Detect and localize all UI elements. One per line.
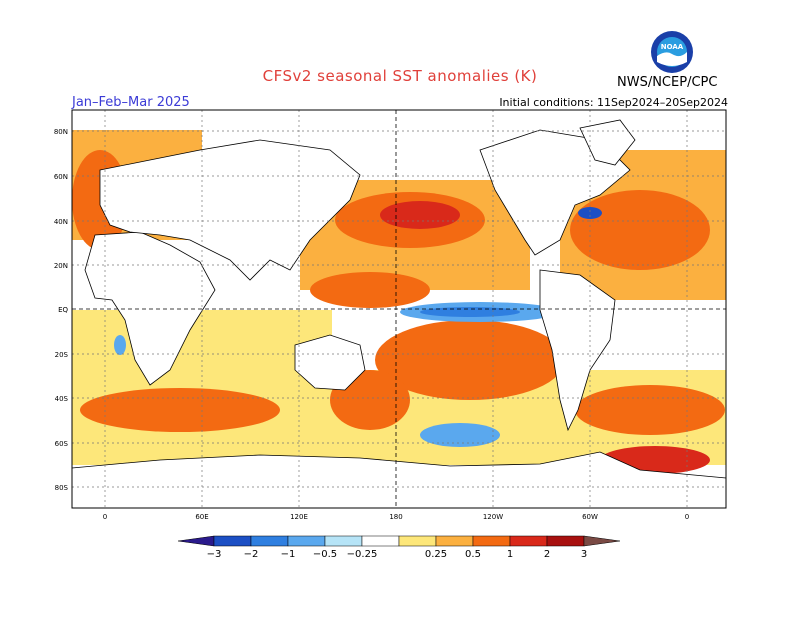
lat-label-80s: 80S [55,484,69,492]
agulhas-cold [114,335,126,355]
reference-lines [72,110,726,508]
agency-label: NWS/NCEP/CPC [617,75,718,90]
colorbar-label: 0.5 [465,549,481,560]
coastlines [72,119,726,508]
west-pacific-warm [310,272,430,308]
colorbar-bin [398,535,437,547]
equatorial-pacific-colder [420,307,520,317]
map-frame [71,109,727,509]
lon-label-0-east: 0 [685,513,689,521]
lat-label-40n: 40N [54,218,68,226]
north-pacific-hot [380,201,460,229]
anomaly-field [72,130,726,474]
africa-landmass [84,231,216,386]
initial-conditions: Initial conditions: 11Sep2024–20Sep2024 [499,96,728,109]
lon-axis: 0 60E 120E 180 120W 60W 0 [103,513,689,521]
lat-axis: 80N 60N 40N 20N EQ 20S 40S 60S 80S [54,128,69,492]
colorbar-bin [435,535,474,547]
map-title: CFSv2 seasonal SST anomalies (K) [262,67,538,85]
colorbar-label: −1 [281,549,296,560]
south-atlantic-warm [575,385,725,435]
south-america-landmass [539,269,616,432]
colorbar-bin [287,535,326,547]
colorbar-bin [213,535,252,547]
colorbar-bin [546,535,585,547]
colorbar-label: −0.5 [313,549,337,560]
colorbar-bin [250,535,289,547]
southern-pacific-cold [420,423,500,447]
australia-landmass [294,334,366,391]
lat-label-40s: 40S [55,395,69,403]
gulf-stream-cold [578,207,602,219]
colorbar: −3 −2 −1 −0.5 −0.25 0.25 0.5 1 2 3 [177,535,621,560]
south-pacific-warm [375,320,565,400]
south-indian-warm [80,388,280,432]
north-atlantic-warm [570,190,710,270]
colorbar-label: 3 [581,549,587,560]
gridlines [72,110,726,508]
logo-text: NOAA [661,43,684,51]
lat-label-60n: 60N [54,173,68,181]
forecast-period: Jan–Feb–Mar 2025 [72,95,190,110]
antarctica-landmass [72,451,726,508]
colorbar-label: −3 [207,549,222,560]
colorbar-bin [324,535,363,547]
lon-label-60e: 60E [195,513,208,521]
colorbar-label: 2 [544,549,550,560]
colorbar-high-arrow [583,535,621,547]
lat-label-eq: EQ [58,306,68,314]
colorbar-bin [361,535,400,547]
colorbar-label: −2 [244,549,259,560]
lat-label-20n: 20N [54,262,68,270]
colorbar-label: 0.25 [425,549,447,560]
lon-label-0: 0 [103,513,107,521]
colorbar-label: −0.25 [347,549,378,560]
colorbar-bin [509,535,548,547]
lon-label-180: 180 [389,513,402,521]
lat-label-20s: 20S [55,351,69,359]
eurasia-landmass [99,139,361,281]
colorbar-label: 1 [507,549,513,560]
lat-label-80n: 80N [54,128,68,136]
colorbar-bin [472,535,511,547]
colorbar-low-arrow [177,535,215,547]
lat-label-60s: 60S [55,440,69,448]
lon-label-120e: 120E [290,513,308,521]
noaa-logo: NOAA [650,30,694,74]
lon-label-60w: 60W [582,513,598,521]
lon-label-120w: 120W [483,513,503,521]
